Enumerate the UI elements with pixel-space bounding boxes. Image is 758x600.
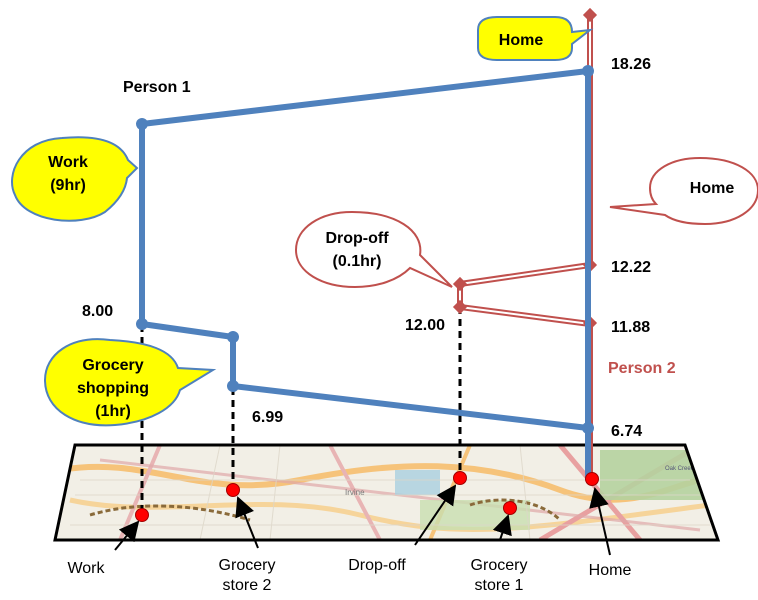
callout-home-p1-text: Home: [499, 32, 544, 49]
callout-dropoff-line2: (0.1hr): [333, 253, 382, 270]
callout-home-p1: Home: [477, 16, 594, 61]
p2-node-1210: [452, 276, 468, 292]
time-674: 6.74: [611, 423, 642, 440]
callout-home-p2: Home: [609, 156, 758, 226]
time-800: 8.00: [82, 303, 113, 320]
label-arrows: [114, 484, 611, 556]
time-1188: 11.88: [611, 319, 650, 336]
grocery1-location-dot: [503, 501, 517, 515]
callout-home-p2-text: Home: [690, 180, 735, 197]
callout-work-line1: Work: [48, 154, 88, 171]
time-699: 6.99: [252, 409, 283, 426]
home-location-dot: [585, 472, 599, 486]
callout-grocery-line1: Grocery: [82, 357, 143, 374]
person2-label: Person 2: [608, 360, 676, 377]
person1-label: Person 1: [123, 79, 191, 96]
time-1222: 12.22: [611, 259, 651, 276]
time-1826: 18.26: [611, 56, 651, 73]
location-label-home: Home: [589, 562, 632, 579]
p1-node-home-end: [582, 65, 594, 77]
map-base: Irvine Oak Creek Golf Course: [53, 443, 728, 542]
dropoff-location-dot: [453, 471, 467, 485]
person1-path: [136, 65, 594, 480]
callout-dropoff-line1: Drop-off: [325, 230, 389, 247]
callout-work-line2: (9hr): [50, 177, 86, 194]
time-1200: 12.00: [405, 317, 445, 334]
location-label-grocery2-line2: store 2: [223, 577, 272, 594]
location-label-grocery2-line1: Grocery: [219, 557, 276, 574]
p1-node-grocery-end: [227, 331, 239, 343]
p1-node-work-start: [136, 318, 148, 330]
callout-dropoff: Drop-off (0.1hr): [294, 210, 453, 289]
callout-grocery: Grocery shopping (1hr): [43, 338, 217, 427]
location-label-grocery1-line1: Grocery: [471, 557, 528, 574]
p1-node-work-end: [136, 118, 148, 130]
projection-lines: [140, 307, 462, 515]
p1-node-grocery-start: [227, 380, 239, 392]
callout-work: Work (9hr): [11, 136, 139, 222]
work-location-dot: [135, 508, 149, 522]
callout-grocery-line3: (1hr): [95, 403, 131, 420]
p2-node-1200: [452, 299, 468, 315]
grocery2-location-dot: [226, 483, 240, 497]
location-label-work: Work: [67, 560, 105, 577]
map-city-label: Irvine: [345, 488, 365, 497]
callout-grocery-line2: shopping: [77, 380, 149, 397]
p1-node-home-start: [582, 422, 594, 434]
location-label-grocery1-line2: store 1: [475, 577, 524, 594]
map-park-label: Oak Creek Golf Course: [665, 466, 728, 472]
map-border: [53, 443, 721, 542]
p2-node-top: [582, 7, 598, 23]
location-label-dropoff: Drop-off: [348, 557, 406, 574]
